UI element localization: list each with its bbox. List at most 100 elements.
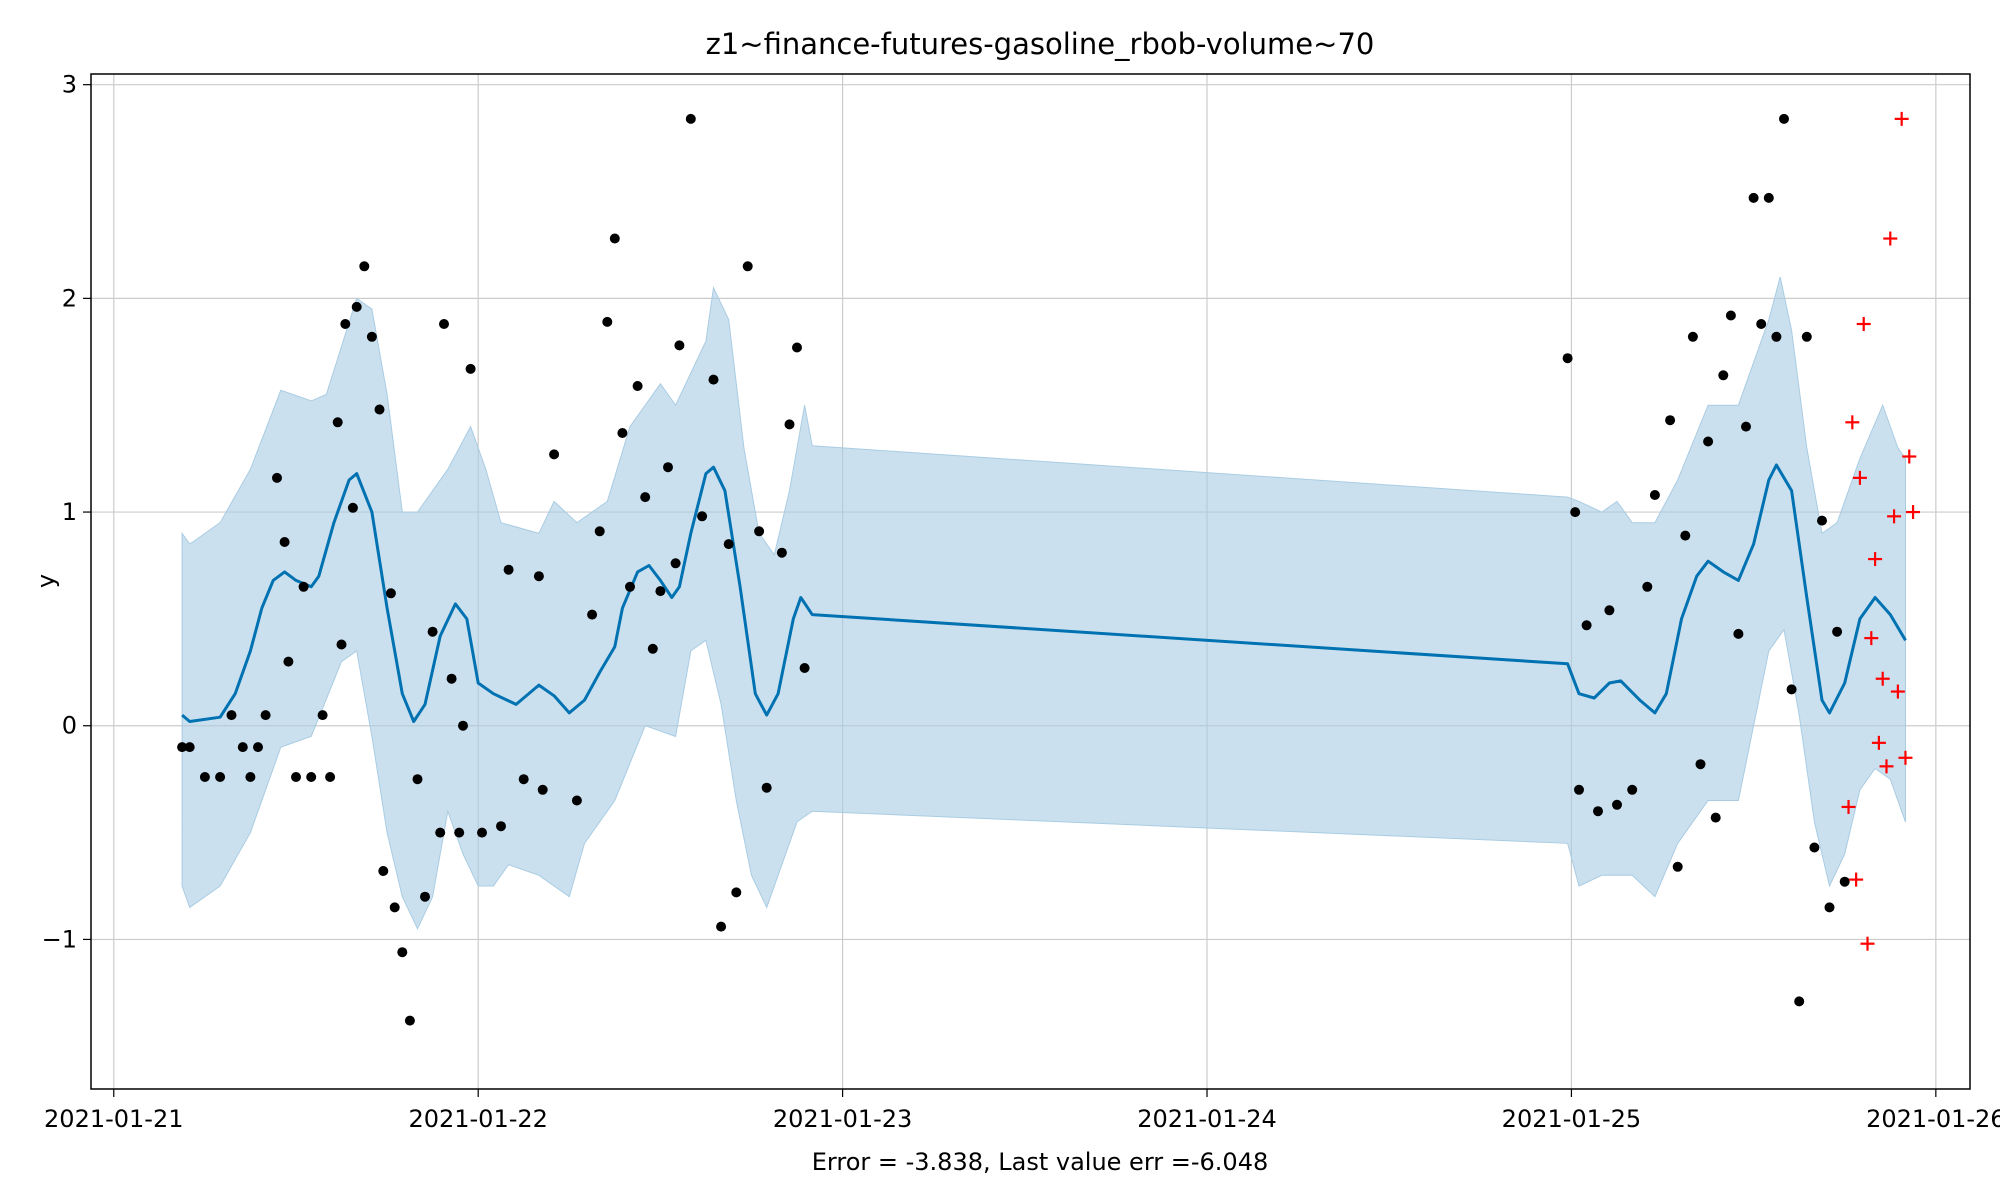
future-point — [1852, 470, 1867, 485]
observed-point — [397, 947, 408, 958]
observed-point — [378, 866, 389, 876]
observed-point — [1703, 436, 1714, 447]
observed-point — [674, 340, 685, 351]
observed-point — [776, 547, 787, 558]
observed-point — [317, 710, 328, 721]
uncertainty-interval — [181, 276, 1906, 930]
observed-point — [537, 784, 548, 795]
observed-point — [1832, 626, 1843, 637]
y-tick-label: −1 — [42, 925, 77, 953]
observed-point — [518, 774, 529, 785]
observed-point — [340, 319, 351, 329]
y-axis-label: y — [32, 574, 60, 588]
observed-point — [716, 921, 727, 932]
observed-point — [199, 772, 210, 782]
observed-point — [647, 643, 658, 654]
observed-point — [389, 902, 400, 913]
future-point — [1875, 671, 1890, 686]
observed-point — [351, 301, 362, 312]
observed-point — [571, 795, 582, 806]
observed-point — [1786, 684, 1797, 695]
observed-point — [1562, 353, 1573, 364]
observed-point — [1809, 842, 1820, 853]
observed-point — [454, 827, 465, 838]
y-tick-label: 0 — [62, 712, 77, 740]
observed-point — [226, 710, 237, 721]
observed-point — [670, 558, 681, 569]
observed-point — [594, 526, 605, 537]
future-point — [1849, 872, 1864, 887]
observed-point — [427, 626, 438, 637]
observed-point — [640, 492, 651, 503]
observed-point — [1574, 784, 1584, 795]
observed-point — [298, 581, 309, 592]
observed-point — [549, 449, 560, 460]
observed-point — [708, 374, 719, 385]
observed-point — [336, 639, 347, 650]
x-tick-label: 2021-01-25 — [1502, 1105, 1641, 1133]
observed-point — [283, 656, 294, 667]
observed-point — [347, 502, 358, 513]
future-point — [1864, 631, 1879, 646]
observed-point — [1680, 530, 1691, 541]
observed-point — [404, 1015, 415, 1026]
x-axis: 2021-01-21 2021-01-22 2021-01-23 2021-01-24… — [44, 1089, 2000, 1133]
observed-point — [215, 772, 226, 782]
observed-point — [245, 772, 256, 782]
observed-point — [420, 891, 430, 902]
observed-point — [1718, 370, 1729, 381]
future-point — [1841, 799, 1856, 814]
observed-point — [1612, 799, 1622, 810]
future-point — [1871, 735, 1886, 750]
y-tick-label: 1 — [62, 498, 77, 526]
observed-point — [291, 772, 301, 782]
observed-point — [177, 742, 188, 753]
observed-point — [1593, 806, 1603, 817]
observed-point — [1839, 876, 1850, 887]
observed-point — [260, 710, 271, 721]
observed-point — [1794, 996, 1805, 1007]
observed-point — [1570, 507, 1581, 518]
observed-point — [533, 571, 544, 582]
future-point — [1845, 415, 1860, 430]
observed-point — [1801, 331, 1812, 342]
observed-point — [477, 827, 487, 838]
observed-point — [366, 331, 377, 342]
future-point — [1890, 684, 1905, 699]
observed-point — [332, 417, 343, 428]
future-point — [1868, 552, 1883, 567]
observed-point — [1581, 620, 1592, 631]
observed-point — [1817, 515, 1827, 526]
observed-point — [458, 720, 468, 731]
forecast-series-line — [181, 463, 1907, 723]
future-point — [1887, 509, 1902, 524]
future-points — [1841, 111, 1921, 951]
observed-point — [237, 742, 248, 753]
observed-point — [412, 774, 423, 785]
observed-point — [1672, 861, 1683, 872]
observed-point — [632, 381, 643, 391]
future-point — [1894, 111, 1909, 126]
observed-point — [359, 261, 370, 272]
observed-point — [685, 113, 696, 124]
observed-point — [1604, 605, 1615, 616]
future-point — [1898, 750, 1913, 765]
observed-point — [374, 404, 385, 415]
observed-point — [435, 827, 446, 838]
observed-point — [1748, 192, 1759, 203]
observed-point — [617, 428, 628, 438]
observed-point — [279, 537, 290, 547]
observed-point — [496, 821, 506, 832]
observed-point — [1627, 784, 1638, 795]
plot-frame — [90, 73, 1971, 1090]
observed-point — [655, 586, 666, 597]
observed-point — [1695, 759, 1706, 770]
observed-point — [761, 782, 772, 793]
observed-point — [587, 609, 598, 620]
future-point — [1902, 449, 1917, 464]
future-point — [1860, 936, 1875, 951]
x-tick-label: 2021-01-22 — [408, 1105, 547, 1133]
observed-points — [177, 113, 1850, 1026]
observed-point — [465, 363, 476, 374]
